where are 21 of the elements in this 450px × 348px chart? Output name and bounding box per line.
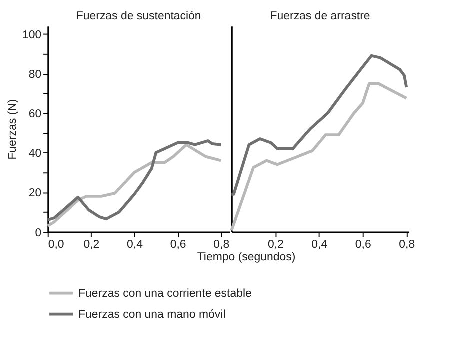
x-tick-label: 0,2 [84, 238, 100, 251]
chart-title: Fuerzas de arrastre [270, 10, 370, 22]
y-axis-title: Fuerzas (N) [6, 99, 19, 160]
x-tick-label: 0,4 [127, 238, 144, 251]
legend-label: Fuerzas con una corriente estable [78, 288, 252, 300]
x-tick-label: 0,0 [48, 238, 64, 251]
y-tick-label: 20 [28, 188, 42, 200]
legend-label: Fuerzas con una mano móvil [78, 309, 226, 322]
y-tick-label: 40 [28, 148, 42, 160]
x-tick-label: 0,8 [399, 238, 416, 251]
x-tick-label: 0,6 [170, 238, 186, 251]
x-tick-label: 0,8 [214, 238, 230, 251]
x-tick-label: 0,2 [268, 238, 284, 251]
chart-title: Fuerzas de sustentación [76, 10, 202, 22]
x-tick-label: 0,4 [312, 238, 328, 251]
x-tick-label: 0,6 [355, 238, 372, 251]
y-tick-label: 60 [28, 108, 42, 121]
x-axis-title: Tiempo (segundos) [197, 252, 296, 264]
y-tick-label: 0 [35, 227, 42, 240]
y-tick-label: 100 [22, 29, 42, 42]
y-tick-label: 80 [28, 68, 42, 81]
